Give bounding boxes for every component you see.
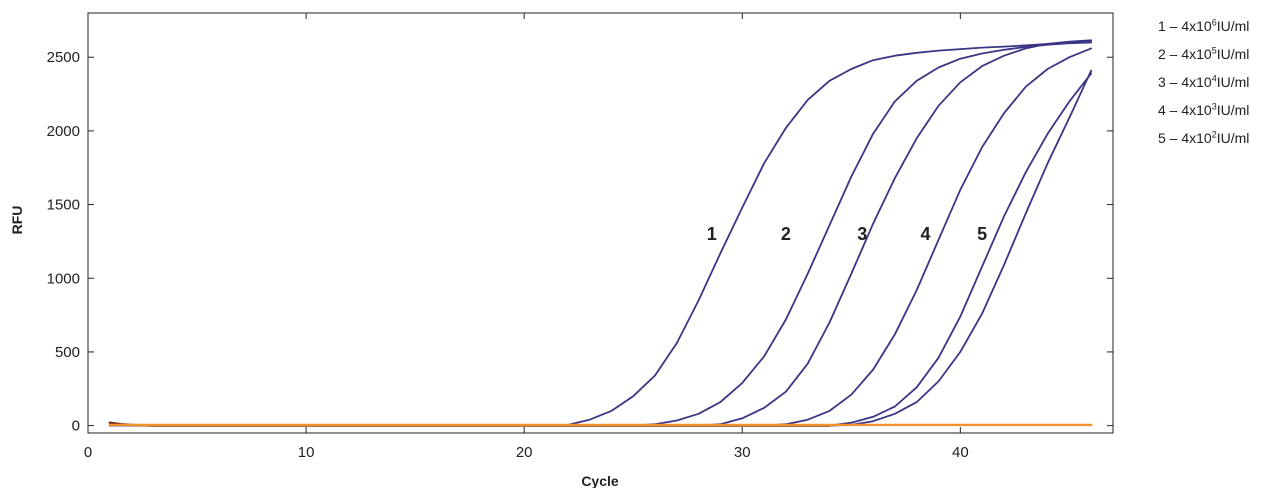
series-line-3 xyxy=(108,39,1093,427)
x-tick-label: 0 xyxy=(84,444,92,461)
curve-label: 2 xyxy=(781,224,791,244)
y-tick-label: 2500 xyxy=(47,49,80,66)
y-tick-label: 1500 xyxy=(47,197,80,214)
curve-labels: 1 2 3 4 5 xyxy=(707,224,987,244)
legend-item: 3 – 4x104IU/ml xyxy=(1158,73,1250,90)
x-tick-label: 40 xyxy=(952,444,969,461)
legend: 1 – 4x106IU/ml 2 – 4x105IU/ml 3 – 4x104I… xyxy=(1158,12,1270,152)
y-axis-title: RFU xyxy=(9,206,25,235)
series-lines xyxy=(108,39,1093,427)
x-axis-title: Cycle xyxy=(581,473,619,488)
y-tick-label: 0 xyxy=(72,418,80,435)
legend-item: 2 – 4x105IU/ml xyxy=(1158,45,1250,62)
x-tick-label: 20 xyxy=(516,444,533,461)
axis-ticks: 0 10 20 30 40 0 500 1000 1500 2000 2500 xyxy=(47,13,1113,461)
series-line-4 xyxy=(108,47,1093,427)
series-line-5b xyxy=(108,69,1093,427)
plot-frame xyxy=(87,12,1114,434)
legend-item: 1 – 4x106IU/ml xyxy=(1158,17,1250,34)
y-tick-label: 500 xyxy=(55,344,80,361)
y-tick-label: 2000 xyxy=(47,123,80,140)
x-tick-label: 30 xyxy=(734,444,751,461)
legend-item: 4 – 4x103IU/ml xyxy=(1158,101,1250,118)
curve-label: 5 xyxy=(977,224,987,244)
y-tick-label: 1000 xyxy=(47,270,80,287)
curve-label: 4 xyxy=(920,224,930,244)
legend-item: 5 – 4x102IU/ml xyxy=(1158,129,1250,146)
x-tick-label: 10 xyxy=(298,444,315,461)
curve-label: 3 xyxy=(857,224,867,244)
curve-label: 1 xyxy=(707,224,717,244)
